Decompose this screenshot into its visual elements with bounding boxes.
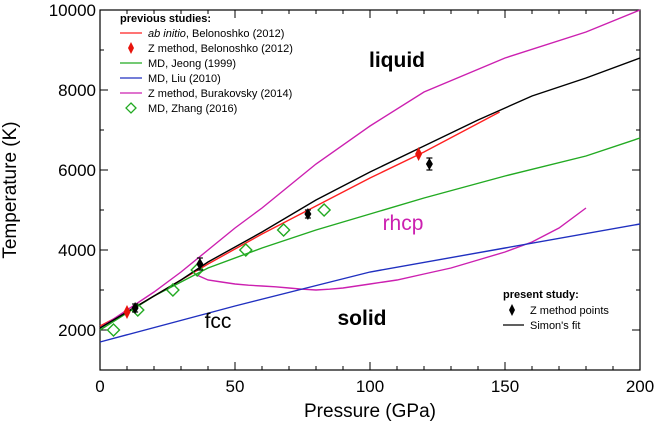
marker-layer [106, 147, 433, 337]
y-tick-label: 2000 [58, 321, 96, 340]
legend-item-ab-initio: ab initio, Belonoshko (2012) [120, 28, 284, 40]
legend-item-md-liu: MD, Liu (2010) [120, 73, 221, 85]
legend-label-md-liu: MD, Liu (2010) [148, 73, 221, 85]
x-axis-title: Pressure (GPa) [304, 401, 436, 422]
legend-label-ab-initio-prefix: ab initio [148, 28, 186, 40]
marker-z-method-points [196, 258, 204, 270]
legend-title: previous studies: [120, 13, 211, 25]
legend-item-z-burakovsky: Z method, Burakovsky (2014) [120, 88, 292, 100]
legend-item-simon-fit: Simon's fit [503, 320, 580, 332]
x-tick-label: 150 [491, 377, 519, 396]
series-line-md-liu-2010 [99, 223, 641, 343]
series-line-simon-s-fit [99, 57, 641, 329]
legend-label-ab-initio-suffix: , Belonoshko (2012) [186, 28, 284, 40]
series-line-z-method-burakovsky-2014 [99, 9, 641, 329]
marker-z-method-belonoshko-2012 [123, 305, 131, 319]
x-tick-label: 50 [226, 377, 245, 396]
x-tick-label: 0 [95, 377, 104, 396]
marker-md-zhang-2016 [276, 223, 291, 237]
series-layer [99, 9, 641, 343]
marker-md-zhang-2016 [238, 243, 253, 257]
y-tick-label: 4000 [58, 241, 96, 260]
legend-item-z-points: Z method points [509, 304, 609, 317]
legend: previous studies: ab initio, Belonoshko … [120, 13, 293, 115]
legend-label-z-burakovsky: Z method, Burakovsky (2014) [148, 88, 292, 100]
marker-md-zhang-2016 [106, 323, 121, 337]
legend-label-simon-fit: Simon's fit [530, 320, 580, 332]
series-line-ab-initio-belonoshko-2012 [99, 111, 500, 327]
marker-z-method-points [304, 208, 312, 220]
y-tick-label: 10000 [49, 1, 96, 20]
liquid-label: liquid [369, 49, 425, 72]
legend-label-z-belonoshko: Z method, Belonoshko (2012) [148, 43, 293, 55]
marker-md-zhang-2016 [317, 203, 332, 217]
y-axis-title: Temperature (K) [0, 121, 21, 258]
y-tick-label: 8000 [58, 81, 96, 100]
svg-text:ab initio, Belonoshko (2012): ab initio, Belonoshko (2012) [148, 28, 284, 40]
solid-label: solid [337, 307, 386, 330]
legend-present-study: present study: Z method points Simon's f… [503, 289, 609, 332]
marker-z-method-points [425, 158, 433, 170]
phase-boundary-line [194, 207, 587, 291]
rhcp-label: rhcp [383, 212, 424, 235]
legend-label-md-jeong: MD, Jeong (1999) [148, 58, 236, 70]
legend-label-md-zhang: MD, Zhang (2016) [148, 103, 237, 115]
fcc-label: fcc [205, 310, 232, 333]
x-tick-label: 100 [356, 377, 384, 396]
ticks-layer: 0 50 100 150 200 2000 4000 6000 8000 10000 [49, 1, 654, 396]
series-line-md-jeong-1999 [99, 137, 641, 331]
legend-present-title: present study: [503, 289, 579, 301]
legend-item-z-belonoshko: Z method, Belonoshko (2012) [128, 42, 293, 55]
legend-label-z-points: Z method points [530, 305, 609, 317]
legend-item-md-zhang: MD, Zhang (2016) [125, 102, 237, 115]
legend-item-md-jeong: MD, Jeong (1999) [120, 58, 236, 70]
marker-md-zhang-2016 [165, 283, 180, 297]
marker-z-method-points [131, 302, 139, 314]
marker-z-method-belonoshko-2012 [415, 147, 423, 161]
y-tick-label: 6000 [58, 161, 96, 180]
marker-md-zhang-2016 [190, 263, 205, 277]
x-tick-label: 200 [626, 377, 654, 396]
